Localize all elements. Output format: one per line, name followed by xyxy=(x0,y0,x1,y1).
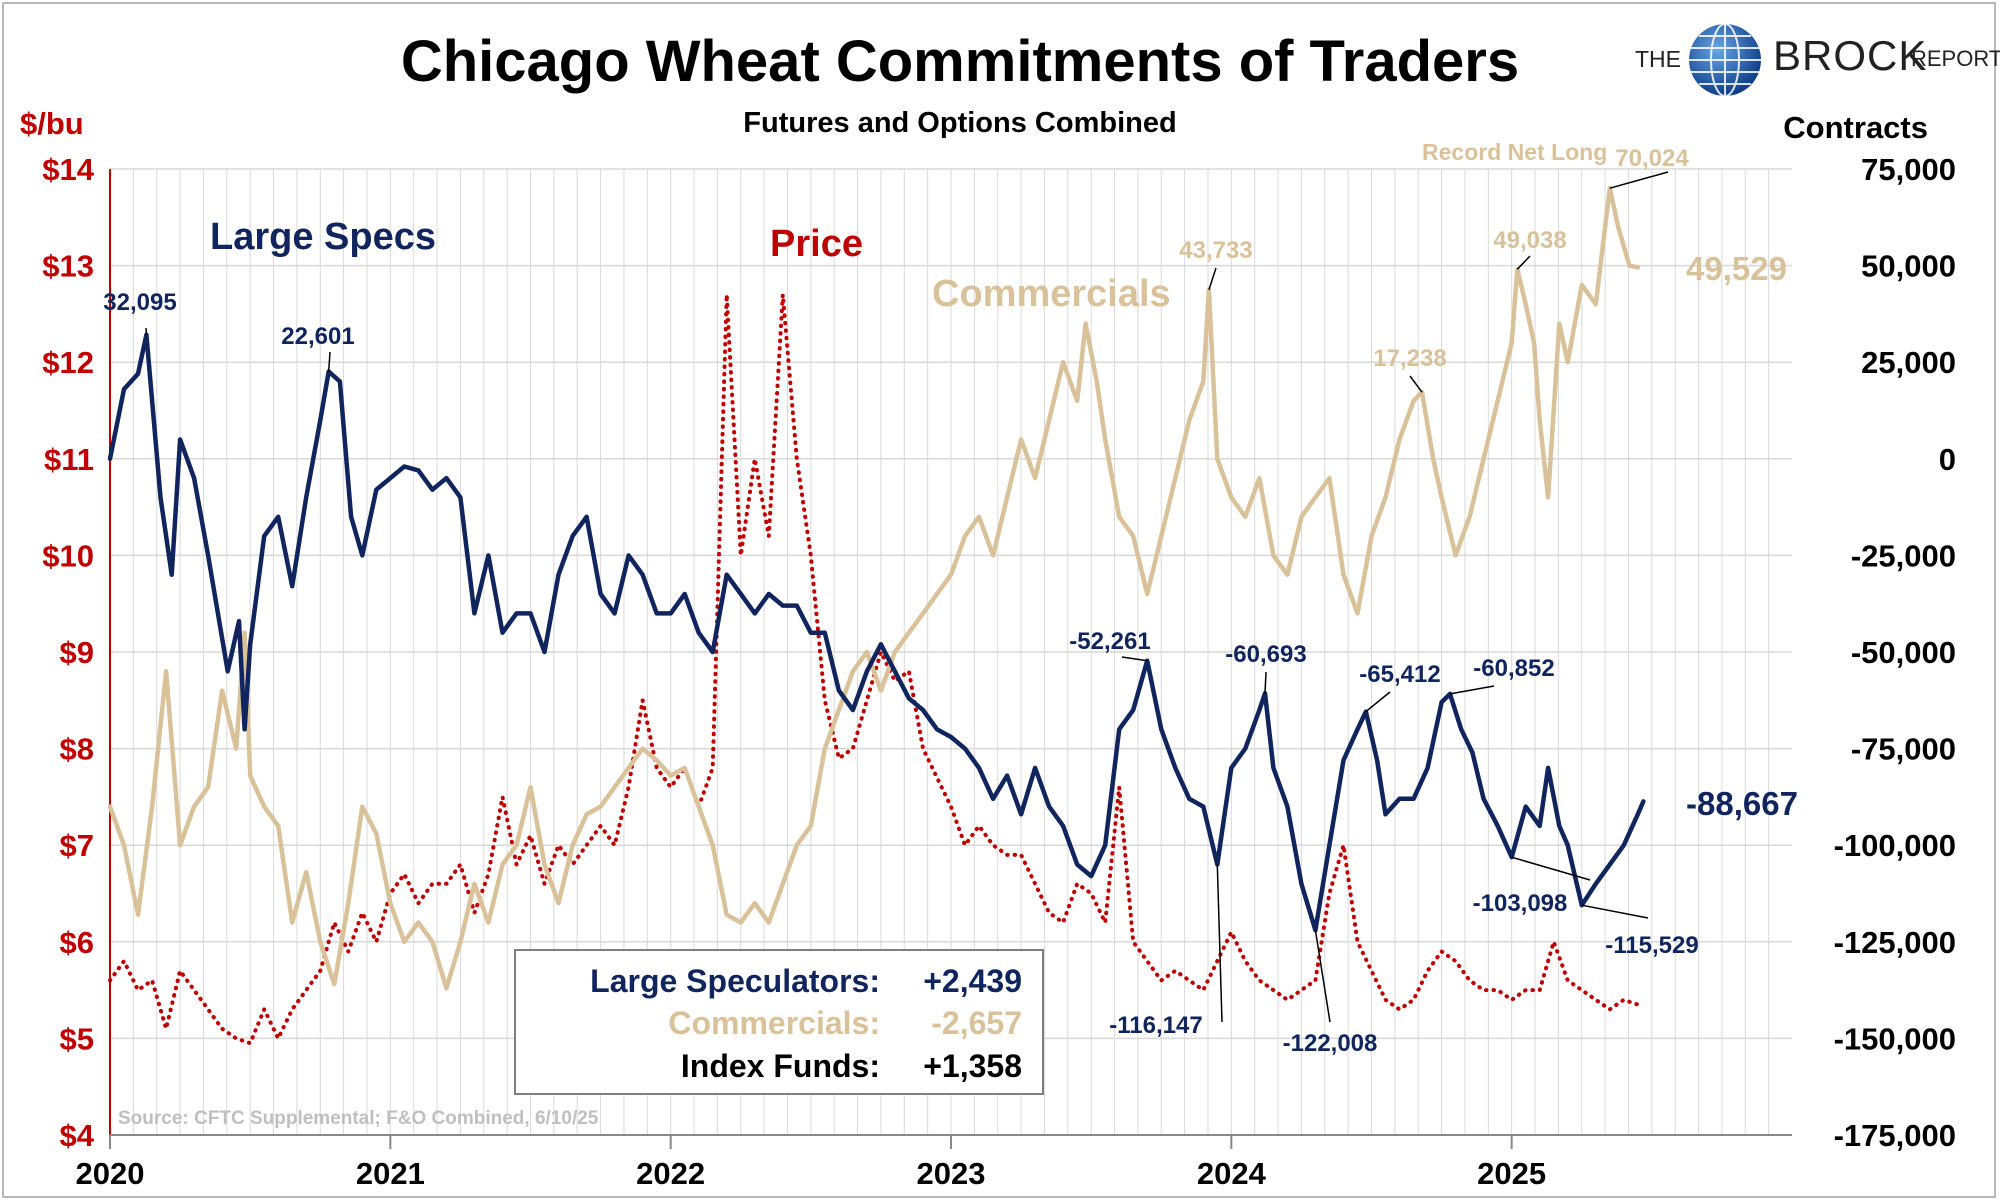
logo-the-text: THE xyxy=(1635,46,1681,72)
data-callout-label: -65,412 xyxy=(1359,661,1440,688)
commercials-label: Commercials xyxy=(932,273,1171,315)
callout-leader xyxy=(1511,856,1591,881)
data-callout-label: 49,038 xyxy=(1493,227,1566,254)
chart-subtitle: Futures and Options Combined xyxy=(743,107,1177,139)
left-tick-label: $11 xyxy=(44,442,94,477)
callout-leader xyxy=(1121,656,1148,662)
callout-leader xyxy=(1516,255,1531,270)
left-tick-label: $10 xyxy=(42,538,94,573)
left-tick-label: $6 xyxy=(60,925,94,960)
price-label: Price xyxy=(770,223,863,265)
left-tick-label: $12 xyxy=(42,345,94,380)
right-tick-label: -50,000 xyxy=(1851,635,1956,670)
left-tick-label: $5 xyxy=(60,1021,94,1056)
right-tick-label: -175,000 xyxy=(1834,1118,1956,1153)
right-tick-label: 75,000 xyxy=(1861,152,1956,187)
record-net-long-label: Record Net Long xyxy=(1422,139,1607,165)
chart-title: Chicago Wheat Commitments of Traders xyxy=(400,29,1520,94)
right-tick-label: -125,000 xyxy=(1834,925,1956,960)
data-callout-label: -122,008 xyxy=(1283,1030,1378,1057)
x-tick-label: 2025 xyxy=(1477,1156,1546,1191)
data-callout-label: -52,261 xyxy=(1069,628,1150,655)
data-callout-label: -115,529 xyxy=(1605,932,1698,959)
x-tick-label: 2022 xyxy=(636,1156,705,1191)
callout-leader xyxy=(1581,904,1649,919)
logo-report-text: REPORT xyxy=(1911,46,2000,71)
legend-index-funds-label: Index Funds: xyxy=(681,1048,880,1084)
axes: $4 $5 $6 $7 $8 $9 $10 $11 $12 $13 $14 -175,000 -150,… xyxy=(42,152,1956,1191)
legend-index-funds-value: +1,358 xyxy=(923,1048,1022,1084)
legend-large-specs-value: +2,439 xyxy=(923,963,1022,999)
data-callout-label: -60,693 xyxy=(1225,641,1306,668)
callout-leader xyxy=(1365,691,1391,713)
left-tick-label: $14 xyxy=(42,152,94,187)
callout-leader xyxy=(1409,375,1423,393)
data-callout-label: -116,147 xyxy=(1109,1012,1202,1039)
callout-leader xyxy=(1216,864,1223,1023)
large-specs-line xyxy=(107,332,1646,933)
data-callout-label: -60,852 xyxy=(1473,655,1554,682)
series xyxy=(107,185,1646,1046)
left-tick-label: $7 xyxy=(60,828,94,863)
legend-box: Large Speculators: +2,439 Commercials: -… xyxy=(514,949,1044,1095)
right-tick-label: 25,000 xyxy=(1861,345,1956,380)
legend-large-specs-label: Large Speculators: xyxy=(590,963,880,999)
data-callout-label: 43,733 xyxy=(1179,237,1252,264)
left-tick-label: $13 xyxy=(42,249,94,284)
right-tick-label: -25,000 xyxy=(1851,538,1956,573)
callout-leader xyxy=(327,351,331,372)
right-tick-label: 0 xyxy=(1939,442,1956,477)
brock-report-logo: THE BROCK REPORT xyxy=(1635,20,2000,100)
right-tick-label: -100,000 xyxy=(1834,828,1956,863)
right-tick-label: -150,000 xyxy=(1834,1021,1956,1056)
end-large-specs-value: -88,667 xyxy=(1686,785,1798,822)
data-callout-label: -103,098 xyxy=(1473,890,1568,917)
callout-leader xyxy=(1449,685,1495,695)
end-commercials-value: 49,529 xyxy=(1686,250,1787,287)
x-tick-label: 2023 xyxy=(917,1156,986,1191)
right-tick-label: -75,000 xyxy=(1851,732,1956,767)
callout-leader xyxy=(1208,267,1217,291)
x-tick-label: 2024 xyxy=(1197,1156,1267,1191)
x-tick-label: 2021 xyxy=(356,1156,425,1191)
data-callout-label: 32,095 xyxy=(103,289,176,316)
data-callout-label: 17,238 xyxy=(1373,345,1446,372)
source-note: Source: CFTC Supplemental; F&O Combined,… xyxy=(118,1108,599,1129)
left-tick-label: $8 xyxy=(60,732,94,767)
callout-leader xyxy=(1314,930,1331,1023)
data-callout-label: 22,601 xyxy=(281,323,354,350)
annotations: 32,095 22,601 -52,261 -60,693 -65,412 -60,852… xyxy=(103,145,1698,1057)
x-tick-label: 2020 xyxy=(76,1156,145,1191)
left-tick-label: $4 xyxy=(60,1118,95,1153)
commercials-line xyxy=(107,185,1641,991)
logo-brock-text: BROCK xyxy=(1773,32,1928,79)
left-tick-label: $9 xyxy=(60,635,94,670)
globe-icon xyxy=(1689,23,1761,97)
callout-leader xyxy=(1264,671,1267,694)
large-specs-label: Large Specs xyxy=(210,216,436,258)
right-axis-label: Contracts xyxy=(1783,110,1928,145)
legend-commercials-label: Commercials: xyxy=(668,1005,880,1041)
left-axis-label: $/bu xyxy=(20,106,84,141)
callout-leader xyxy=(1609,171,1669,189)
legend-commercials-value: -2,657 xyxy=(931,1005,1022,1041)
right-tick-label: 50,000 xyxy=(1861,249,1956,284)
data-callout-label: 70,024 xyxy=(1615,145,1689,172)
